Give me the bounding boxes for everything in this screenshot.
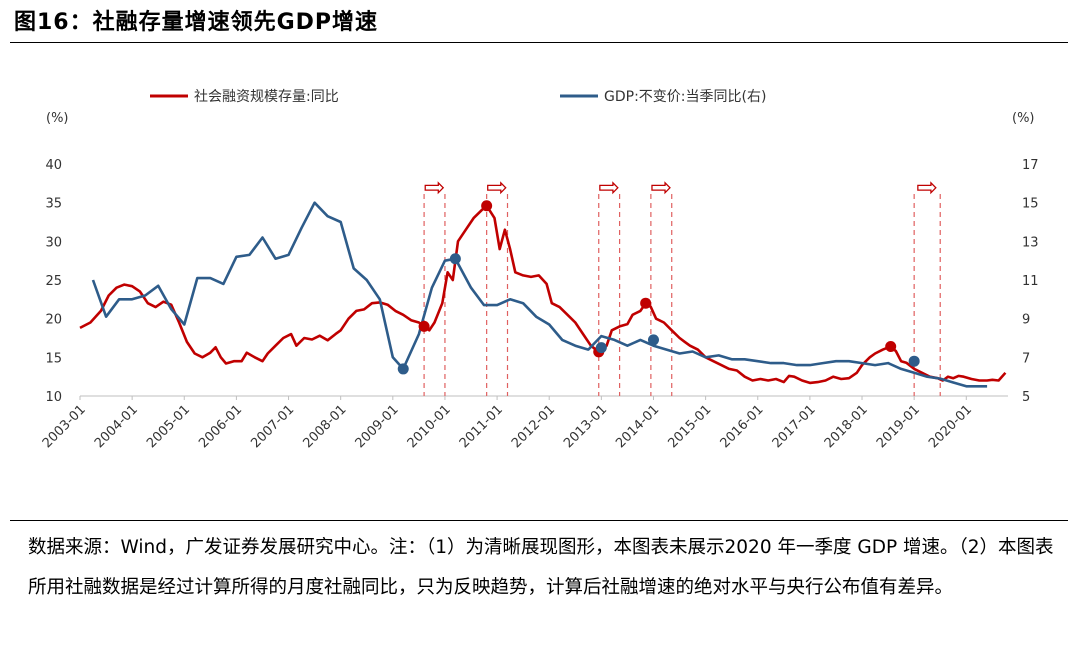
tsf-turning-point-marker (640, 297, 652, 309)
left-tick-label: 20 (45, 313, 62, 328)
lead-arrow-icon: ⇨ (424, 173, 446, 203)
right-tick-label: 13 (1022, 235, 1039, 250)
title-divider (10, 42, 1068, 43)
legend-label-tsf: 社会融资规模存量:同比 (194, 89, 339, 105)
right-axis-unit: (%) (1012, 111, 1035, 126)
x-tick-label: 2005-01 (144, 402, 193, 451)
left-tick-label: 25 (45, 274, 62, 289)
x-tick-label: 2006-01 (196, 402, 245, 451)
left-tick-label: 15 (45, 351, 62, 366)
lead-arrow-icon: ⇨ (486, 173, 508, 203)
tsf-turning-point-marker (418, 320, 430, 332)
left-tick-label: 10 (45, 390, 62, 405)
figure-title: 图16：社融存量增速领先GDP增速 (14, 10, 379, 35)
lead-arrow-icon: ⇨ (650, 173, 672, 203)
gdp-turning-point-marker (595, 342, 607, 354)
right-tick-label: 17 (1022, 158, 1039, 173)
gdp-turning-point-marker (908, 355, 920, 367)
tsf-series-line (79, 204, 1007, 385)
source-divider (10, 520, 1068, 521)
left-tick-label: 30 (45, 235, 62, 250)
x-tick-label: 2004-01 (92, 402, 141, 451)
x-tick-label: 2013-01 (561, 402, 610, 451)
right-tick-label: 9 (1022, 313, 1030, 328)
x-tick-label: 2008-01 (300, 402, 349, 451)
tsf-turning-point-marker (885, 341, 897, 353)
gdp-series-line (91, 201, 988, 388)
x-tick-label: 2007-01 (248, 402, 297, 451)
right-tick-label: 15 (1022, 197, 1039, 212)
x-tick-label: 2012-01 (509, 402, 558, 451)
x-tick-label: 2010-01 (405, 402, 454, 451)
x-tick-label: 2009-01 (353, 402, 402, 451)
right-tick-label: 5 (1022, 390, 1030, 405)
gdp-turning-point-marker (647, 334, 659, 346)
x-tick-label: 2016-01 (718, 402, 767, 451)
left-axis-unit: (%) (46, 111, 69, 126)
x-tick-label: 2019-01 (874, 402, 923, 451)
x-tick-label: 2015-01 (665, 402, 714, 451)
tsf-vs-gdp-line-chart: 社会融资规模存量:同比 GDP:不变价:当季同比(右) (%) (%) 10 15 20 25… (40, 89, 1039, 451)
legend-label-gdp: GDP:不变价:当季同比(右) (604, 89, 766, 105)
gdp-turning-point-marker (449, 253, 461, 265)
x-tick-label: 2011-01 (457, 402, 506, 451)
left-tick-label: 35 (45, 197, 62, 212)
right-tick-label: 7 (1022, 351, 1030, 366)
x-tick-label: 2014-01 (613, 402, 662, 451)
source-note: 数据来源：Wind，广发证券发展研究中心。注：（1）为清晰展现图形，本图表未展示… (28, 537, 1054, 598)
x-tick-label: 2020-01 (926, 402, 975, 451)
lead-arrow-icon: ⇨ (916, 173, 938, 203)
gdp-turning-point-marker (397, 363, 409, 375)
right-tick-label: 11 (1022, 274, 1039, 289)
left-tick-label: 40 (45, 158, 62, 173)
x-tick-label: 2018-01 (822, 402, 871, 451)
x-tick-label: 2003-01 (40, 402, 89, 451)
tsf-turning-point-marker (481, 200, 493, 212)
lead-arrow-icon: ⇨ (598, 173, 620, 203)
x-tick-label: 2017-01 (770, 402, 819, 451)
